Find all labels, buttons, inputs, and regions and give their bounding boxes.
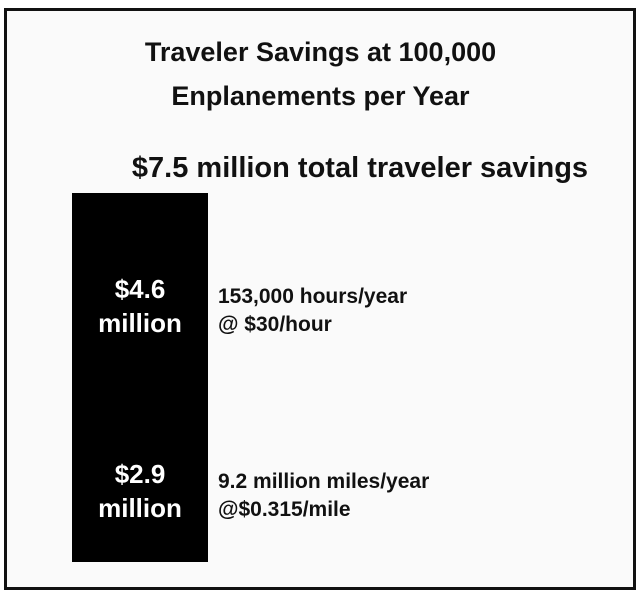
annotation: 153,000 hours/year xyxy=(218,285,408,309)
bar-segment: $4.6 million xyxy=(72,193,208,420)
chart-subtitle: $7.5 million total traveler savings xyxy=(131,152,589,184)
chart-title: Traveler Savings at 100,000 xyxy=(144,37,497,67)
annotation: @$0.315/mile xyxy=(218,497,351,521)
chart-title: Enplanements per Year xyxy=(171,81,470,111)
bar-segment: $2.9 million xyxy=(72,419,208,562)
data-label: $2.9 million xyxy=(98,458,182,523)
annotation: 9.2 million miles/year xyxy=(218,469,430,493)
annotation: @ $30/hour xyxy=(218,313,332,337)
data-label: $4.6 million xyxy=(98,274,182,339)
